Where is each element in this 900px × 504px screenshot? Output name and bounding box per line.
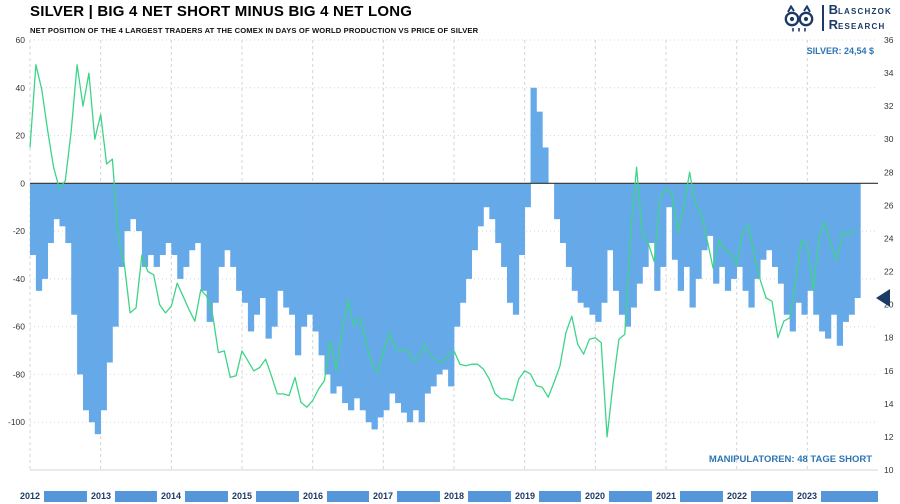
x-axis-year-label: 2016: [298, 489, 328, 503]
brand-line1-initial: B: [828, 2, 838, 17]
current-value-marker-icon: [876, 289, 890, 307]
svg-text:-40: -40: [13, 274, 26, 284]
owl-logo-icon: [784, 4, 814, 31]
svg-text:12: 12: [884, 432, 894, 442]
brand-line2-initial: R: [828, 17, 838, 32]
x-axis-year-label: 2018: [439, 489, 469, 503]
x-axis-year-label: 2023: [792, 489, 822, 503]
svg-text:-80: -80: [13, 369, 26, 379]
manipulators-label: MANIPULATOREN: 48 TAGE SHORT: [708, 454, 872, 465]
svg-text:22: 22: [884, 267, 894, 277]
svg-text:40: 40: [16, 83, 26, 93]
svg-text:18: 18: [884, 333, 894, 343]
x-axis-year-label: 2021: [651, 489, 681, 503]
x-axis-year-label: 2020: [580, 489, 610, 503]
svg-text:0: 0: [20, 178, 25, 188]
x-axis-year-label: 2019: [510, 489, 540, 503]
brand-line1-rest: LASCHZOK: [837, 7, 892, 16]
svg-text:10: 10: [884, 465, 894, 475]
brand-line2: R ESEARCH: [829, 18, 892, 33]
x-axis-year-label: 2013: [86, 489, 116, 503]
svg-text:36: 36: [884, 35, 894, 45]
chart-subtitle: NET POSITION OF THE 4 LARGEST TRADERS AT…: [30, 26, 479, 35]
svg-text:26: 26: [884, 200, 894, 210]
brand-line2-rest: ESEARCH: [837, 22, 886, 31]
x-axis-year-label: 2022: [722, 489, 752, 503]
svg-text:-100: -100: [8, 417, 25, 427]
x-axis-year-label: 2012: [15, 489, 45, 503]
svg-text:-60: -60: [13, 322, 26, 332]
svg-text:14: 14: [884, 399, 894, 409]
brand-logo: B LASCHZOK R ESEARCH: [781, 3, 892, 33]
x-axis-year-label: 2014: [156, 489, 186, 503]
svg-text:60: 60: [16, 35, 26, 45]
svg-text:34: 34: [884, 68, 894, 78]
brand-divider: [822, 5, 824, 31]
x-axis-year-label: 2015: [227, 489, 257, 503]
brand-line1: B LASCHZOK: [829, 3, 892, 18]
svg-text:30: 30: [884, 134, 894, 144]
x-axis-band: 2012 2013 2014 2015 2016 2017 2018 2019 2020 2021…: [0, 489, 900, 503]
svg-text:-20: -20: [13, 226, 26, 236]
svg-text:16: 16: [884, 366, 894, 376]
x-axis-year-label: 2017: [368, 489, 398, 503]
svg-text:28: 28: [884, 167, 894, 177]
svg-text:24: 24: [884, 234, 894, 244]
svg-text:20: 20: [16, 131, 26, 141]
silver-price-label: SILVER: 24,54 $: [806, 46, 874, 56]
chart-title: SILVER | BIG 4 NET SHORT MINUS BIG 4 NET…: [30, 3, 413, 20]
brand-text: B LASCHZOK R ESEARCH: [829, 3, 892, 33]
svg-text:32: 32: [884, 101, 894, 111]
